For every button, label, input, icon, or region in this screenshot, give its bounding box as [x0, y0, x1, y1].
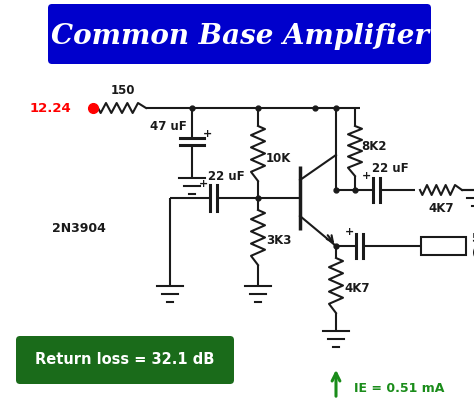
FancyBboxPatch shape	[48, 4, 431, 64]
FancyBboxPatch shape	[16, 336, 234, 384]
Text: 47 uF: 47 uF	[150, 119, 187, 132]
Text: Return loss = 32.1 dB: Return loss = 32.1 dB	[35, 352, 215, 367]
Text: 4K7: 4K7	[428, 202, 454, 215]
Text: IE = 0.51 mA: IE = 0.51 mA	[354, 383, 444, 395]
Bar	[421, 237, 466, 255]
Text: 10K: 10K	[266, 152, 292, 164]
Text: 4K7: 4K7	[344, 282, 370, 294]
Text: Common Base Amplifier: Common Base Amplifier	[51, 22, 429, 49]
Text: 22 uF: 22 uF	[208, 170, 244, 183]
Text: +: +	[200, 179, 209, 189]
Text: 50 ohms in
(1 KHz): 50 ohms in (1 KHz)	[472, 232, 474, 260]
Text: 8K2: 8K2	[361, 140, 386, 152]
Text: 12.24: 12.24	[30, 101, 72, 115]
Text: 2N3904: 2N3904	[52, 221, 106, 235]
Text: +: +	[363, 171, 372, 181]
Text: +: +	[346, 227, 355, 237]
Text: +: +	[203, 129, 213, 139]
Text: 150: 150	[111, 84, 135, 97]
Text: 22 uF: 22 uF	[372, 162, 408, 175]
Text: 3K3: 3K3	[266, 233, 292, 247]
